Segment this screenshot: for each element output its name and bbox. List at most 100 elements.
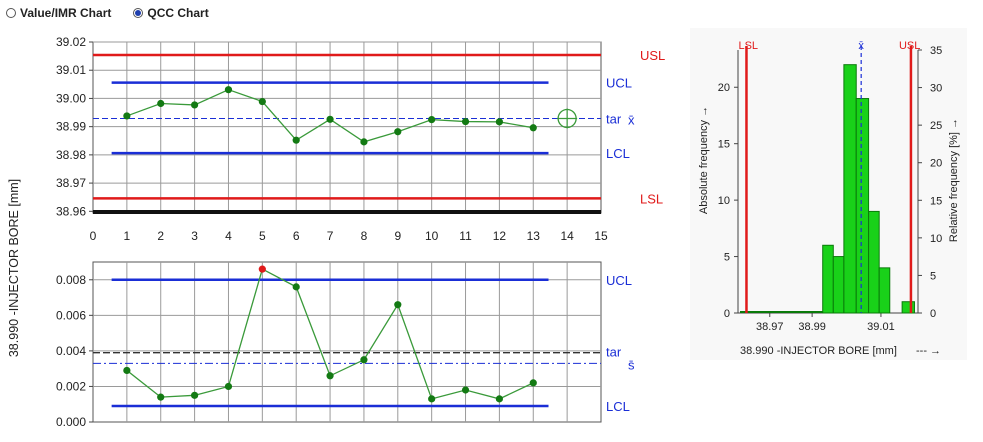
x-chart-data-point — [224, 86, 233, 94]
x-chart-target-label: tar — [606, 111, 622, 126]
histogram-chart: 0 5 10 15 20 0 5 10 15 20 25 30 35 38.97 38.99 39.01 LSL… — [698, 40, 960, 357]
qcc-chart-label: QCC Chart — [147, 6, 209, 20]
x-chart-data-point — [360, 138, 368, 146]
histogram-left-y-label: Absolute frequency → — [698, 106, 710, 214]
s-chart-data-point — [191, 391, 199, 399]
histogram-x-axis-label: 38.990 -INJECTOR BORE [mm] — [740, 345, 897, 357]
s-chart-y-tick-label: 0.002 — [56, 379, 86, 393]
x-chart-x-tick-label: 11 — [459, 229, 472, 243]
value-imr-chart-radio[interactable]: Value/IMR Chart — [6, 6, 111, 20]
value-imr-chart-label: Value/IMR Chart — [20, 6, 112, 20]
s-chart-control-limit-label: UCL — [606, 273, 632, 288]
histogram-rel-tick-label: 15 — [930, 195, 942, 207]
s-chart-y-tick-label: 0.006 — [56, 308, 86, 322]
x-chart-plot-area — [92, 41, 602, 214]
y-axis-label: 38.990 -INJECTOR BORE [mm] — [7, 179, 21, 357]
histogram-rel-tick-label: 20 — [930, 158, 942, 170]
s-chart-plot-area — [92, 261, 602, 423]
x-chart-data-point — [495, 118, 503, 126]
x-chart-y-tick-label: 38.96 — [56, 204, 86, 218]
x-chart-x-tick-label: 4 — [225, 229, 232, 243]
s-chart-y-tick-label: 0.004 — [56, 344, 86, 358]
radio-unselected-icon — [6, 8, 16, 18]
histogram-bar — [901, 301, 915, 314]
x-chart-data-point — [326, 115, 334, 123]
histogram-bar — [855, 98, 870, 314]
x-chart-x-tick-label: 0 — [90, 229, 97, 243]
s-chart-data-point — [495, 395, 503, 403]
histogram-abs-tick-label: 20 — [718, 82, 730, 94]
histogram-rel-tick-label: 35 — [930, 45, 942, 57]
x-chart-mean-symbol: x̄ — [628, 112, 635, 127]
s-chart-data-point — [360, 356, 368, 364]
x-chart-data-point — [292, 136, 300, 144]
histogram-rel-tick-label: 10 — [930, 233, 942, 245]
histogram-bar — [843, 64, 857, 314]
x-chart-x-tick-label: 6 — [293, 229, 300, 243]
histogram-x-axis-arrow: --- → — [916, 345, 941, 357]
s-chart-data-point — [394, 301, 402, 309]
x-chart-x-tick-label: 12 — [493, 229, 507, 243]
histogram-x-tick-label: 39.01 — [867, 321, 895, 333]
histogram-abs-tick-label: 10 — [718, 195, 730, 207]
radio-selected-icon — [133, 8, 144, 18]
s-chart-data-point — [529, 379, 537, 387]
s-chart-data-point — [461, 386, 470, 394]
x-chart-control-limit-label: UCL — [606, 76, 632, 91]
histogram-bar — [878, 267, 891, 314]
histogram-lsl-label: LSL — [738, 40, 758, 52]
x-chart-x-tick-label: 1 — [124, 229, 131, 243]
s-chart-control-limit-label: LCL — [606, 399, 630, 414]
x-chart-x-tick-label: 10 — [425, 229, 439, 243]
x-chart-x-tick-label: 2 — [157, 229, 164, 243]
histogram-usl-label: USL — [899, 40, 920, 52]
histogram-x-tick-label: 38.99 — [798, 321, 826, 333]
x-chart-x-tick-label: 15 — [594, 229, 608, 243]
x-chart-x-tick-label: 14 — [560, 229, 574, 243]
histogram-rel-tick-label: 30 — [930, 83, 942, 95]
histogram-right-y-label: Relative frequency [%] → — [948, 118, 960, 242]
x-chart-data-point — [191, 101, 199, 109]
x-chart-data-point — [157, 99, 165, 108]
x-chart-control-limit-label: LCL — [606, 146, 630, 161]
x-chart-x-tick-label: 13 — [527, 229, 541, 243]
s-chart-y-tick-label: 0.008 — [56, 273, 86, 287]
qcc-chart-radio[interactable]: QCC Chart — [133, 6, 209, 20]
s-chart-data-point — [326, 372, 334, 380]
x-chart-data-point — [123, 112, 131, 120]
histogram-abs-tick-label: 15 — [718, 139, 730, 151]
x-chart-x-tick-label: 3 — [191, 229, 198, 243]
histogram-bar — [822, 244, 834, 314]
histogram-abs-tick-label: 0 — [724, 308, 730, 320]
s-chart-alarm-point — [258, 265, 266, 273]
histogram-x-tick-label: 38.97 — [756, 321, 784, 333]
histogram-rel-tick-label: 5 — [930, 270, 936, 282]
x-chart-y-tick-label: 38.99 — [56, 120, 86, 134]
x-chart-data-point — [529, 124, 537, 132]
x-chart-x-tick-label: 7 — [327, 229, 334, 243]
histogram-bar — [832, 256, 845, 314]
x-chart-spec-limit-label: LSL — [640, 191, 663, 206]
s-chart: 0.000 0.002 0.004 0.006 0.008 UCL tar LCL s̄ — [56, 261, 635, 429]
x-chart-data-point — [394, 128, 402, 136]
x-chart-x-tick-label: 5 — [259, 229, 266, 243]
s-chart-data-point — [224, 382, 233, 391]
s-chart-mean-symbol: s̄ — [628, 357, 635, 372]
s-chart-data-point — [428, 395, 436, 403]
histogram-abs-tick-label: 5 — [724, 252, 730, 264]
x-chart-y-tick-label: 39.00 — [56, 91, 86, 105]
histogram-rel-tick-label: 25 — [930, 120, 942, 132]
s-chart-data-point — [157, 393, 165, 401]
histogram-rel-tick-label: 0 — [930, 308, 936, 320]
histogram-mean-label: x̄ — [858, 40, 864, 52]
chart-type-selector: Value/IMR Chart QCC Chart — [6, 4, 231, 22]
x-chart-y-tick-label: 38.98 — [56, 148, 86, 162]
s-chart-y-tick-label: 0.000 — [56, 415, 86, 429]
x-chart-y-tick-label: 39.02 — [56, 35, 86, 49]
x-chart-y-tick-label: 38.97 — [56, 176, 86, 190]
s-chart-data-point — [123, 366, 131, 375]
x-chart-x-tick-label: 9 — [394, 229, 401, 243]
x-chart-data-point — [258, 97, 266, 106]
